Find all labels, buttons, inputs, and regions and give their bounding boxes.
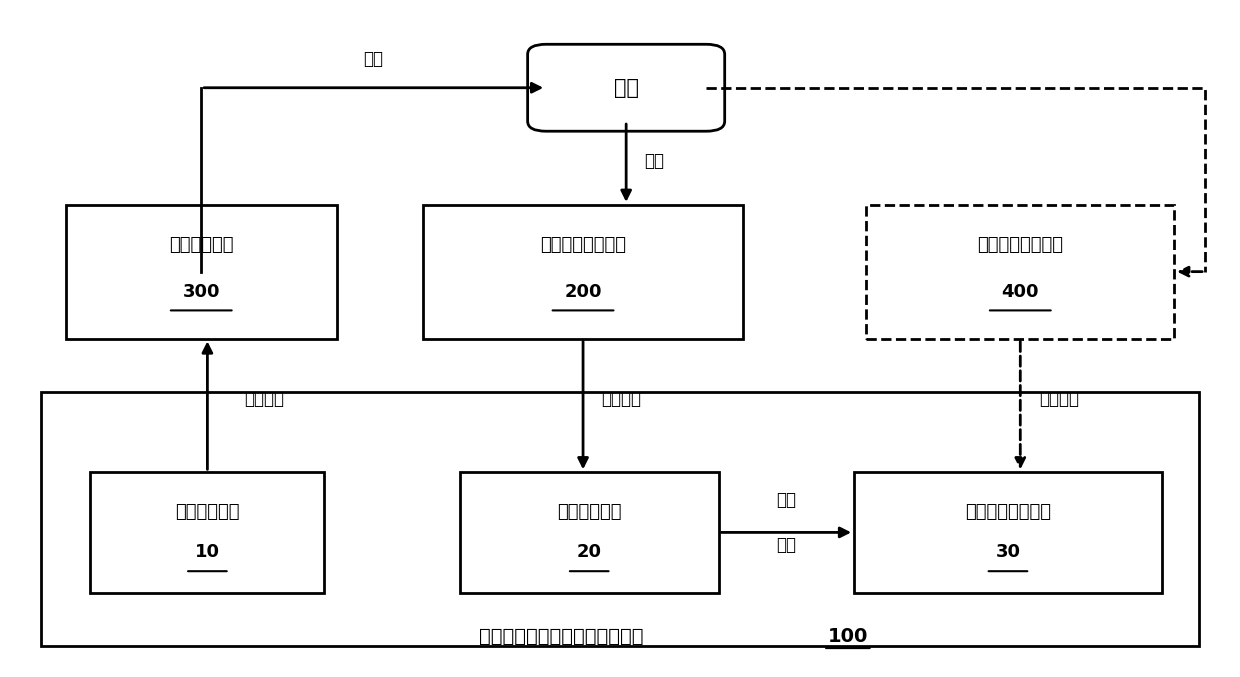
Text: 400: 400 [1002, 283, 1039, 301]
FancyBboxPatch shape [854, 473, 1162, 592]
Text: 数据: 数据 [776, 536, 796, 554]
FancyBboxPatch shape [867, 204, 1174, 338]
Text: 信号采集单元: 信号采集单元 [557, 504, 621, 521]
Text: 200: 200 [564, 283, 601, 301]
FancyBboxPatch shape [91, 473, 325, 592]
Text: 臂架: 臂架 [614, 78, 639, 97]
Text: 激振作动机构: 激振作动机构 [169, 236, 233, 254]
Text: 激振控制单元: 激振控制单元 [175, 504, 239, 521]
Text: 姿态信号: 姿态信号 [1039, 390, 1079, 408]
FancyBboxPatch shape [66, 204, 337, 338]
Text: 臂架姿态监测单元: 臂架姿态监测单元 [977, 236, 1063, 254]
Text: 10: 10 [195, 544, 219, 561]
Text: 振动信号: 振动信号 [601, 390, 641, 408]
Text: 臂架振动监测单元: 臂架振动监测单元 [541, 236, 626, 254]
FancyBboxPatch shape [528, 44, 724, 131]
Text: 20: 20 [577, 544, 601, 561]
Text: 用于臂架振动特性测试的控制器: 用于臂架振动特性测试的控制器 [479, 626, 650, 646]
Text: 振动特性分析单元: 振动特性分析单元 [965, 504, 1052, 521]
FancyBboxPatch shape [460, 473, 718, 592]
Text: 300: 300 [182, 283, 219, 301]
Text: 激励: 激励 [363, 49, 383, 68]
Text: 响应: 响应 [645, 152, 665, 171]
Text: 100: 100 [827, 626, 868, 646]
Text: 30: 30 [996, 544, 1021, 561]
Text: 激振信号: 激振信号 [244, 390, 284, 408]
Text: 振动: 振动 [776, 491, 796, 509]
FancyBboxPatch shape [423, 204, 743, 338]
FancyBboxPatch shape [41, 392, 1199, 646]
